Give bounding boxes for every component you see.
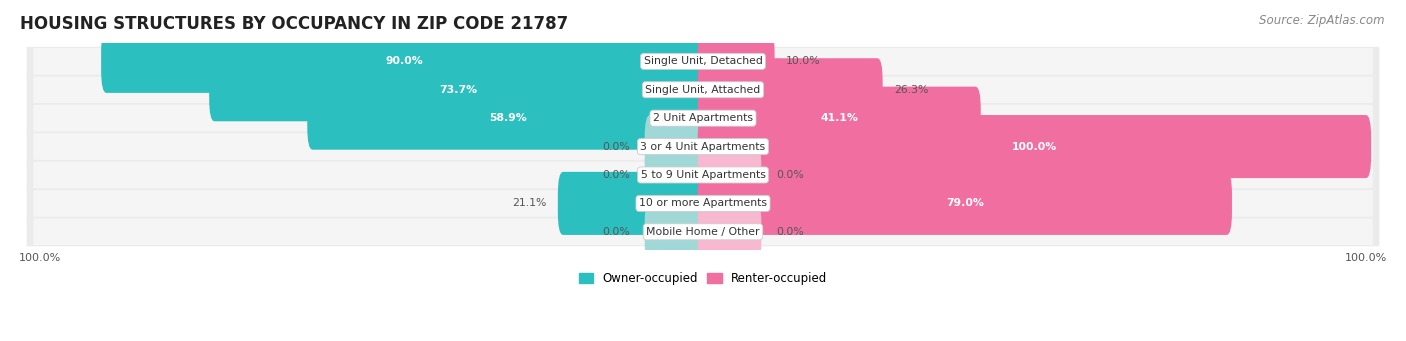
Text: 90.0%: 90.0% (385, 56, 423, 66)
FancyBboxPatch shape (27, 132, 1379, 161)
FancyBboxPatch shape (697, 58, 883, 121)
FancyBboxPatch shape (697, 115, 1371, 178)
FancyBboxPatch shape (27, 161, 1379, 190)
Text: 58.9%: 58.9% (489, 113, 527, 123)
FancyBboxPatch shape (27, 47, 1379, 76)
Text: 26.3%: 26.3% (894, 85, 928, 95)
FancyBboxPatch shape (27, 75, 1379, 104)
FancyBboxPatch shape (27, 104, 1379, 133)
FancyBboxPatch shape (645, 115, 709, 178)
FancyBboxPatch shape (308, 87, 709, 150)
Text: 10.0%: 10.0% (786, 56, 821, 66)
Text: 41.1%: 41.1% (820, 113, 858, 123)
FancyBboxPatch shape (645, 200, 709, 263)
FancyBboxPatch shape (27, 189, 1379, 218)
FancyBboxPatch shape (697, 200, 761, 263)
FancyBboxPatch shape (34, 105, 1372, 132)
FancyBboxPatch shape (101, 30, 709, 93)
FancyBboxPatch shape (34, 162, 1372, 188)
FancyBboxPatch shape (34, 190, 1372, 217)
Text: 79.0%: 79.0% (946, 198, 984, 208)
Text: 0.0%: 0.0% (776, 170, 804, 180)
Text: Mobile Home / Other: Mobile Home / Other (647, 227, 759, 237)
Text: 2 Unit Apartments: 2 Unit Apartments (652, 113, 754, 123)
Text: 0.0%: 0.0% (602, 170, 630, 180)
FancyBboxPatch shape (34, 48, 1372, 75)
Text: 10 or more Apartments: 10 or more Apartments (638, 198, 768, 208)
FancyBboxPatch shape (34, 76, 1372, 103)
Text: 0.0%: 0.0% (602, 227, 630, 237)
Text: Single Unit, Attached: Single Unit, Attached (645, 85, 761, 95)
Text: Single Unit, Detached: Single Unit, Detached (644, 56, 762, 66)
FancyBboxPatch shape (697, 30, 775, 93)
FancyBboxPatch shape (209, 58, 709, 121)
Text: Source: ZipAtlas.com: Source: ZipAtlas.com (1260, 14, 1385, 27)
FancyBboxPatch shape (34, 133, 1372, 160)
Text: 21.1%: 21.1% (512, 198, 547, 208)
Text: 100.0%: 100.0% (1012, 142, 1057, 152)
Legend: Owner-occupied, Renter-occupied: Owner-occupied, Renter-occupied (574, 268, 832, 290)
Text: 0.0%: 0.0% (776, 227, 804, 237)
Text: 5 to 9 Unit Apartments: 5 to 9 Unit Apartments (641, 170, 765, 180)
FancyBboxPatch shape (645, 144, 709, 207)
FancyBboxPatch shape (27, 217, 1379, 246)
FancyBboxPatch shape (558, 172, 709, 235)
Text: 0.0%: 0.0% (602, 142, 630, 152)
FancyBboxPatch shape (697, 87, 981, 150)
FancyBboxPatch shape (697, 172, 1232, 235)
FancyBboxPatch shape (697, 144, 761, 207)
Text: HOUSING STRUCTURES BY OCCUPANCY IN ZIP CODE 21787: HOUSING STRUCTURES BY OCCUPANCY IN ZIP C… (20, 15, 568, 33)
Text: 3 or 4 Unit Apartments: 3 or 4 Unit Apartments (641, 142, 765, 152)
Text: 73.7%: 73.7% (440, 85, 478, 95)
FancyBboxPatch shape (34, 219, 1372, 245)
